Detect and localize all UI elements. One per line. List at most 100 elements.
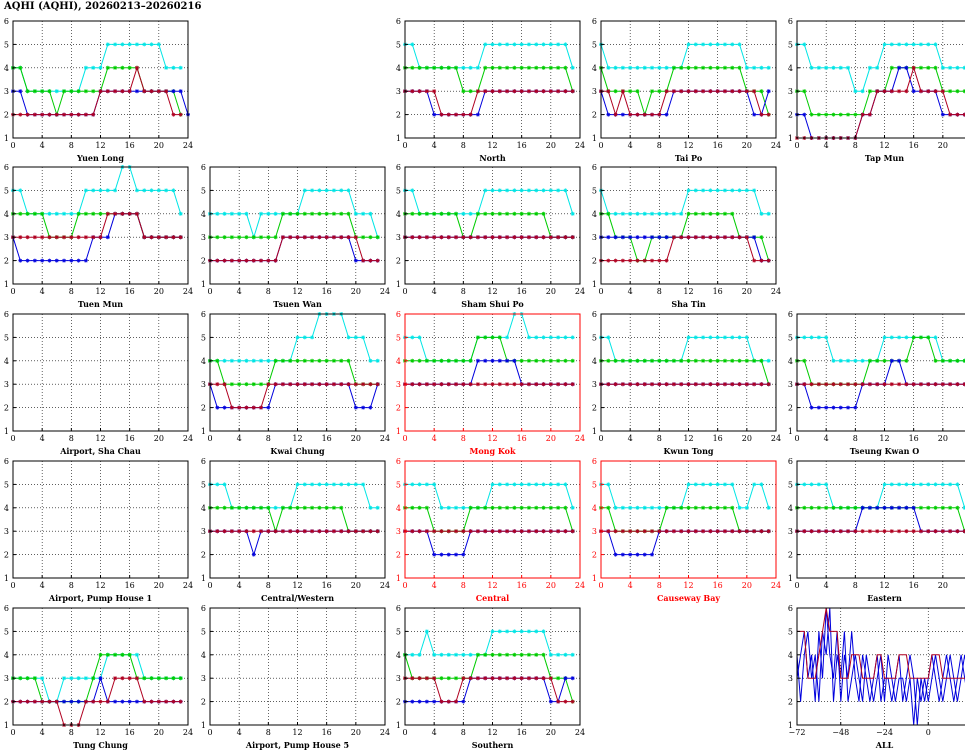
data-point (512, 358, 517, 363)
station-title: Tai Po (675, 153, 703, 163)
data-point (417, 235, 422, 240)
data-point (424, 89, 429, 94)
data-point (432, 652, 437, 657)
data-point (824, 65, 829, 70)
y-tick-label: 1 (592, 427, 597, 436)
y-tick-label: 5 (788, 333, 793, 342)
data-point (664, 235, 669, 240)
data-point (69, 89, 74, 94)
y-tick-label: 1 (4, 427, 9, 436)
y-tick-label: 4 (4, 651, 9, 660)
data-point (715, 529, 720, 534)
data-point (824, 529, 829, 534)
data-point (98, 699, 103, 704)
series-line (210, 313, 378, 362)
x-tick-label: 20 (351, 287, 361, 296)
data-point (620, 358, 625, 363)
data-point (752, 188, 757, 193)
data-point (98, 188, 103, 193)
data-point (120, 211, 125, 216)
data-point (120, 42, 125, 47)
data-point (519, 65, 524, 70)
data-point (505, 652, 510, 657)
data-point (759, 382, 764, 387)
data-point (918, 89, 923, 94)
series-line (600, 189, 769, 215)
data-point (353, 235, 358, 240)
data-point (802, 112, 807, 117)
data-point (955, 358, 960, 363)
y-tick-label: 5 (396, 333, 401, 342)
data-point (541, 652, 546, 657)
data-point (860, 529, 865, 534)
y-tick-label: 1 (396, 721, 401, 730)
data-point (368, 382, 373, 387)
y-tick-label: 2 (4, 257, 9, 266)
data-point (948, 529, 953, 534)
data-point (483, 235, 488, 240)
data-point (91, 188, 96, 193)
x-tick-label: 12 (95, 581, 105, 590)
y-tick-label: 3 (396, 380, 401, 389)
data-point (149, 699, 154, 704)
data-point (432, 382, 437, 387)
data-point (708, 235, 713, 240)
data-point (686, 529, 691, 534)
data-point (331, 382, 336, 387)
data-point (809, 112, 814, 117)
data-point (439, 358, 444, 363)
y-tick-label: 1 (4, 134, 9, 143)
y-tick-label: 6 (592, 163, 597, 172)
data-point (83, 676, 88, 681)
y-tick-label: 3 (4, 87, 9, 96)
data-point (105, 89, 110, 94)
y-tick-label: 2 (592, 551, 597, 560)
data-point (686, 358, 691, 363)
data-point (454, 652, 459, 657)
data-point (47, 258, 52, 263)
y-tick-label: 1 (201, 280, 206, 289)
data-point (860, 358, 865, 363)
data-point (744, 89, 749, 94)
data-point (105, 235, 110, 240)
data-point (490, 652, 495, 657)
data-point (475, 505, 480, 510)
data-point (708, 89, 713, 94)
x-tick-label: 4 (40, 728, 45, 737)
data-point (497, 382, 502, 387)
data-point (693, 335, 698, 340)
data-point (512, 188, 517, 193)
data-point (446, 382, 451, 387)
x-tick-label: 0 (926, 728, 931, 737)
data-point (237, 211, 242, 216)
data-point (83, 89, 88, 94)
data-point (918, 42, 923, 47)
data-point (475, 335, 480, 340)
data-point (483, 211, 488, 216)
data-point (483, 42, 488, 47)
data-point (556, 65, 561, 70)
data-point (642, 235, 647, 240)
data-point (113, 676, 118, 681)
data-point (889, 505, 894, 510)
series-line (797, 483, 965, 509)
y-tick-label: 5 (396, 627, 401, 636)
data-point (730, 235, 735, 240)
y-tick-label: 3 (788, 87, 793, 96)
station-title: Tseung Kwan O (850, 446, 919, 456)
data-point (273, 358, 278, 363)
data-point (926, 529, 931, 534)
data-point (613, 505, 618, 510)
data-point (512, 65, 517, 70)
x-tick-label: 4 (824, 581, 829, 590)
data-point (280, 211, 285, 216)
series-line (405, 507, 574, 532)
data-point (446, 235, 451, 240)
data-point (766, 211, 771, 216)
data-point (867, 358, 872, 363)
data-point (32, 211, 37, 216)
